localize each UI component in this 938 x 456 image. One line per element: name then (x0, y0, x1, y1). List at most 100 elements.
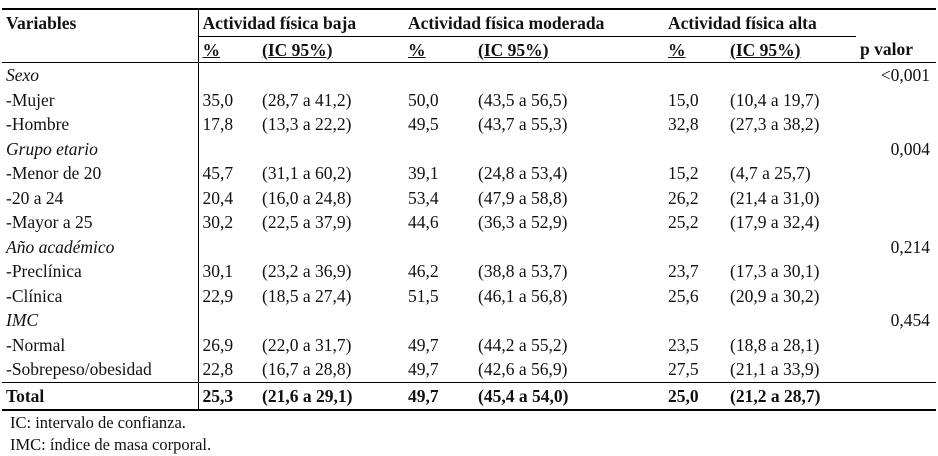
cell-ci-moderate: (43,5 a 56,5) (478, 89, 568, 110)
header-group-moderate: Actividad física moderada (404, 8, 665, 37)
cell-ci-low: (22,0 a 31,7) (262, 334, 352, 355)
total-pvalue (856, 381, 937, 411)
category-label: IMC (2, 308, 199, 333)
cell-ci-high (726, 63, 856, 88)
cell-pct-high: 32,8 (668, 114, 699, 135)
cell-ci-moderate: (42,6 a 56,9) (478, 359, 568, 380)
category-label: Grupo etario (2, 136, 199, 161)
cell-pct-low (198, 235, 258, 260)
cell-pct-low: 30,1 (202, 261, 234, 282)
cell-ci-moderate: (46,1 a 56,8) (478, 285, 568, 306)
category-row: Sexo <0,001 (2, 62, 936, 88)
row-label: -Sobrepeso/obesidad (2, 357, 199, 382)
cell-ci-low (258, 235, 404, 260)
category-label: Sexo (2, 62, 199, 88)
row-label: -Preclínica (2, 259, 199, 284)
table-row: -Preclínica 30,1 (23,2 a 36,9) 46,2 (38,8 a … (2, 259, 936, 284)
header-group-high: Actividad física alta (664, 8, 857, 37)
cell-ci-moderate (474, 235, 664, 260)
category-label: Año académico (2, 234, 199, 259)
header-blank (2, 36, 199, 63)
header-pct-moderate: % (404, 36, 474, 63)
cell-ci-high: (21,1 a 33,9) (730, 359, 820, 380)
cell-pct-moderate: 49,7 (408, 359, 439, 380)
total-pct-high: 25,0 (664, 381, 727, 411)
table-body: Sexo <0,001 -Mujer 35,0 (28,7 a 41,2) 50,0 (43… (2, 62, 936, 382)
cell-pct-high: 26,2 (668, 187, 699, 208)
total-ci-low: (21,6 a 29,1) (258, 381, 404, 411)
cell-ci-high: (17,3 a 30,1) (730, 261, 820, 282)
cell-pct-low: 45,7 (202, 163, 234, 184)
category-row: Grupo etario 0,004 (2, 136, 936, 162)
cell-ci-moderate: (24,8 a 53,4) (478, 163, 568, 184)
row-label: -Normal (2, 332, 199, 357)
cell-pct-moderate: 49,7 (408, 334, 439, 355)
cell-pvalue (856, 210, 936, 235)
cell-ci-high (726, 235, 856, 260)
header-empty (856, 8, 937, 37)
cell-pvalue: <0,001 (880, 65, 931, 86)
cell-pct-low (198, 137, 258, 162)
header-row-subcols: % (IC 95%) % (IC 95%) % (IC 95%) p valor (2, 36, 937, 63)
total-ci-high: (21,2 a 28,7) (726, 381, 857, 411)
cell-pct-low: 35,0 (202, 89, 234, 110)
total-pct-moderate: 49,7 (404, 381, 474, 411)
physical-activity-table: Variables Actividad física baja Activida… (2, 8, 937, 411)
cell-pct-high (664, 137, 726, 162)
row-label: -Clínica (2, 283, 199, 308)
cell-ci-high: (20,9 a 30,2) (730, 285, 820, 306)
cell-pvalue (856, 161, 936, 186)
row-label: -20 a 24 (2, 185, 199, 210)
cell-pct-low: 17,8 (202, 114, 234, 135)
cell-ci-moderate: (36,3 a 52,9) (478, 212, 568, 233)
cell-pvalue (856, 186, 936, 211)
header-ci-high: (IC 95%) (726, 36, 857, 63)
cell-ci-moderate: (44,2 a 55,2) (478, 334, 568, 355)
cell-ci-high: (4,7 a 25,7) (730, 163, 811, 184)
cell-pct-moderate: 49,5 (408, 114, 439, 135)
header-group-low: Actividad física baja (198, 8, 404, 37)
cell-pvalue (856, 357, 936, 382)
note-ic: IC: intervalo de confianza. (10, 412, 186, 432)
cell-ci-low: (16,0 a 24,8) (262, 187, 352, 208)
cell-ci-moderate: (38,8 a 53,7) (478, 261, 568, 282)
cell-ci-high: (18,8 a 28,1) (730, 334, 820, 355)
cell-ci-low (258, 137, 404, 162)
cell-pct-moderate: 51,5 (408, 285, 439, 306)
cell-pct-high: 27,5 (668, 359, 699, 380)
cell-ci-low: (23,2 a 36,9) (262, 261, 352, 282)
cell-pct-moderate: 50,0 (408, 89, 439, 110)
cell-pct-low: 22,9 (202, 285, 234, 306)
cell-ci-moderate: (47,9 a 58,8) (478, 187, 568, 208)
table-row: -Mayor a 25 30,2 (22,5 a 37,9) 44,6 (36,3 a … (2, 210, 936, 235)
header-row-groups: Variables Actividad física baja Activida… (2, 8, 937, 37)
cell-ci-low (258, 63, 404, 88)
cell-ci-high (726, 308, 856, 333)
table-container: Variables Actividad física baja Activida… (2, 8, 937, 456)
header-pvalue: p valor (856, 36, 937, 63)
cell-ci-low: (16,7 a 28,8) (262, 359, 352, 380)
total-row: Total 25,3 (21,6 a 29,1) 49,7 (45,4 a 54… (2, 381, 937, 411)
table-row: -Menor de 20 45,7 (31,1 a 60,2) 39,1 (24,8 a… (2, 161, 936, 186)
header-pct-high: % (664, 36, 727, 63)
cell-ci-high: (17,9 a 32,4) (730, 212, 820, 233)
cell-pct-moderate: 39,1 (408, 163, 439, 184)
header-pct-low: % (198, 36, 258, 63)
table-row: -Normal 26,9 (22,0 a 31,7) 49,7 (44,2 a 55,2… (2, 332, 936, 358)
cell-pct-low (198, 63, 258, 88)
cell-ci-high: (27,3 a 38,2) (730, 114, 820, 135)
cell-pct-low: 20,4 (202, 187, 234, 208)
row-label: -Menor de 20 (2, 161, 199, 186)
cell-ci-low: (22,5 a 37,9) (262, 212, 352, 233)
cell-ci-low: (13,3 a 22,2) (262, 114, 352, 135)
cell-pvalue: 0,454 (890, 310, 931, 331)
cell-ci-high: (21,4 a 31,0) (730, 187, 820, 208)
cell-pvalue (856, 112, 936, 137)
cell-pct-high: 25,6 (668, 285, 699, 306)
cell-ci-low: (18,5 a 27,4) (262, 285, 352, 306)
cell-pvalue (856, 333, 936, 358)
table-row: -Hombre 17,8 (13,3 a 22,2) 49,5 (43,7 a 55,3… (2, 112, 936, 137)
cell-pct-moderate (404, 137, 474, 162)
cell-ci-moderate (474, 63, 664, 88)
cell-pct-moderate: 53,4 (408, 187, 439, 208)
